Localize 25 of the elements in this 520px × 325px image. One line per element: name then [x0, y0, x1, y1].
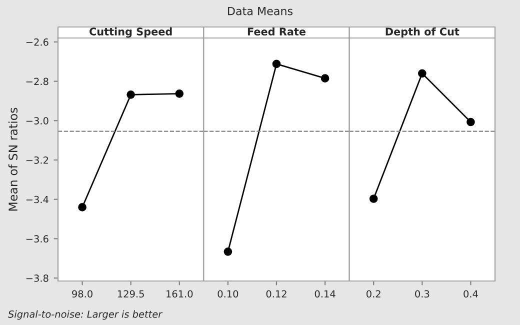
- y-tick-label: −3.8: [26, 274, 48, 282]
- point: [126, 90, 135, 99]
- x-tick-label: 161.0: [166, 290, 193, 298]
- x-tick-label: 0.4: [464, 290, 478, 298]
- y-tick-label: −3.6: [26, 235, 48, 243]
- y-tick-label: −2.6: [26, 38, 48, 46]
- point: [78, 203, 86, 212]
- x-tick-label: 0.10: [218, 290, 238, 298]
- y-tick-label: −3.4: [26, 196, 48, 204]
- text: Signal-to-noise: Larger is better: [8, 310, 163, 320]
- point: [175, 90, 184, 98]
- x-tick-label: 0.14: [314, 290, 336, 298]
- x-tick-label: 0.12: [266, 290, 286, 298]
- chart-title: Cutting Speed: [90, 27, 172, 38]
- y-axis-title: Mean of SN ratios: [8, 108, 18, 211]
- chart-title: Feed Rate: [248, 27, 306, 36]
- y-tick-label: −2.8: [26, 78, 48, 86]
- text: Data Means: [228, 6, 293, 16]
- x-tick-label: 129.5: [118, 290, 144, 298]
- x-tick-label: 0.3: [415, 290, 430, 298]
- x-tick-label: 0.2: [366, 290, 380, 298]
- chart-title: Depth of Cut: [386, 27, 460, 38]
- y-tick-label: −3.2: [26, 156, 48, 164]
- x-tick-label: 98.0: [72, 290, 92, 298]
- y-tick-label: −3.0: [26, 117, 48, 124]
